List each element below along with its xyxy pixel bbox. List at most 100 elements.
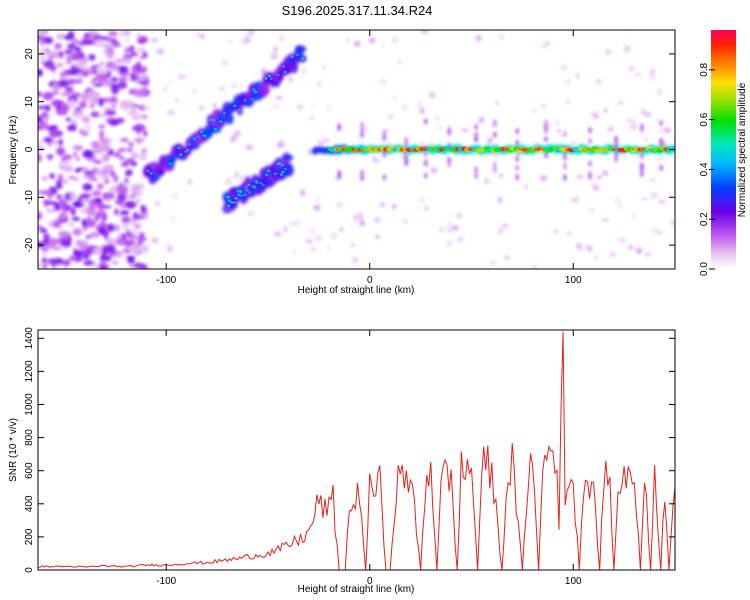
spectrogram-blob (295, 45, 307, 53)
spectrogram-blob (110, 76, 118, 83)
spectrogram-blob (544, 136, 548, 143)
spectrogram-blob (66, 55, 72, 65)
spectrogram-blob (544, 40, 550, 47)
spectrogram-blob (38, 142, 42, 147)
spectrogram-blob (618, 101, 623, 105)
spectrogram-blob (221, 60, 229, 65)
spectrogram-blob (281, 65, 286, 68)
spectrogram-blob (273, 45, 278, 53)
spectrogram-blob (139, 55, 146, 60)
spectrogram-blob (563, 131, 567, 138)
spectrogram-blob (564, 78, 571, 85)
spectrogram-blob (117, 65, 129, 74)
spectrogram-blob (530, 109, 537, 113)
spectrogram-blob (267, 169, 271, 172)
spectrogram-blob (124, 47, 130, 54)
spectrogram-blob (38, 57, 47, 63)
snr-xtick-label: -100 (156, 576, 176, 587)
spectrogram-blob (103, 111, 114, 116)
spectrogram-blob (132, 70, 140, 75)
spectrogram-blob (67, 30, 75, 39)
snr-ytick-label: 400 (24, 495, 35, 512)
spectrogram-blob (559, 132, 563, 138)
spectrogram-blob (640, 170, 644, 177)
spectrogram-blob (137, 76, 147, 83)
spectrogram-blob (149, 172, 153, 175)
spectrogram-blob (115, 59, 124, 63)
spectrogram-blob (351, 243, 355, 248)
spectrogram-blob (404, 137, 408, 144)
spectrogram-blob (188, 179, 192, 185)
spectrogram-blob (278, 34, 285, 42)
spectrogram-blob (360, 121, 364, 128)
spectrogram-blob (486, 137, 494, 144)
spectrogram-blob (124, 200, 137, 209)
spectrogram-blob (86, 217, 91, 221)
spectrogram-blob (658, 199, 665, 204)
spectrogram-blob (168, 162, 172, 165)
spectrogram-xtick-label: 100 (565, 275, 582, 286)
spectrogram-blob (588, 172, 592, 179)
spectrogram-cores (146, 53, 675, 208)
spectrogram-blob (59, 50, 64, 59)
spectrogram-blob (540, 104, 547, 108)
colorbar-tick-label: 0.8 (699, 62, 710, 76)
spectrogram-blob (53, 203, 61, 211)
spectrogram-blob (95, 39, 105, 48)
spectrogram-blob (515, 155, 519, 162)
spectrogram-blob (392, 96, 397, 101)
spectrogram-blob (383, 202, 387, 208)
spectrogram-blob (567, 231, 572, 236)
spectrogram-blob (135, 199, 141, 203)
spectrogram-blob (391, 203, 397, 210)
spectrogram-blob (133, 262, 144, 269)
spectrogram-ytick-label: 10 (24, 96, 35, 108)
spectrogram-blob (424, 151, 428, 158)
spectrogram-blob (247, 30, 255, 36)
spectrogram-blob (326, 244, 331, 251)
spectrogram-blob (100, 205, 112, 209)
spectrogram-blob (93, 83, 104, 87)
spectrogram-blob (121, 216, 131, 225)
spectrogram-xlabel: Height of straight line (km) (298, 285, 415, 296)
spectrogram-blob (71, 92, 82, 97)
spectrogram-blob (293, 221, 301, 225)
spectrogram-blob (375, 234, 380, 240)
spectrogram-blob (132, 185, 141, 192)
spectrogram-blob (78, 100, 87, 109)
spectrogram-heatmap (38, 30, 675, 269)
spectrogram-blob (137, 40, 146, 44)
spectrogram-blob (114, 223, 120, 232)
spectrogram-blob (601, 218, 610, 222)
spectrogram-blob (106, 49, 115, 59)
spectrogram-blob (280, 163, 284, 167)
spectrogram-blob (81, 218, 88, 227)
spectrogram-blob (212, 103, 217, 108)
spectrogram-blob (283, 70, 287, 74)
spectrogram-blob (81, 116, 91, 124)
spectrogram-blob (120, 137, 129, 142)
spectrogram-blob (238, 108, 242, 112)
spectrogram-blob (60, 160, 72, 167)
spectrogram-blob (540, 44, 547, 48)
spectrogram-blob (64, 49, 74, 55)
spectrogram-blob (99, 61, 104, 66)
spectrogram-blob (402, 219, 408, 224)
spectrogram-blob (438, 126, 443, 130)
spectrogram-blob (38, 262, 42, 268)
spectrogram-blob (95, 73, 108, 83)
spectrogram-blob (381, 41, 385, 48)
spectrogram-blob (82, 35, 89, 42)
spectrogram-blob (419, 196, 425, 204)
spectrogram-blob (284, 167, 288, 171)
figure-title: S196.2025.317.11.34.R24 (282, 3, 433, 18)
spectrogram-blob (93, 197, 103, 204)
spectrogram-blob (544, 127, 548, 134)
colorbar-tick-label: 0.4 (699, 162, 710, 176)
spectrogram-blob (44, 104, 51, 112)
spectrogram-blob (158, 168, 165, 176)
spectrogram-blob (258, 82, 271, 96)
spectrogram-blob (39, 30, 45, 37)
